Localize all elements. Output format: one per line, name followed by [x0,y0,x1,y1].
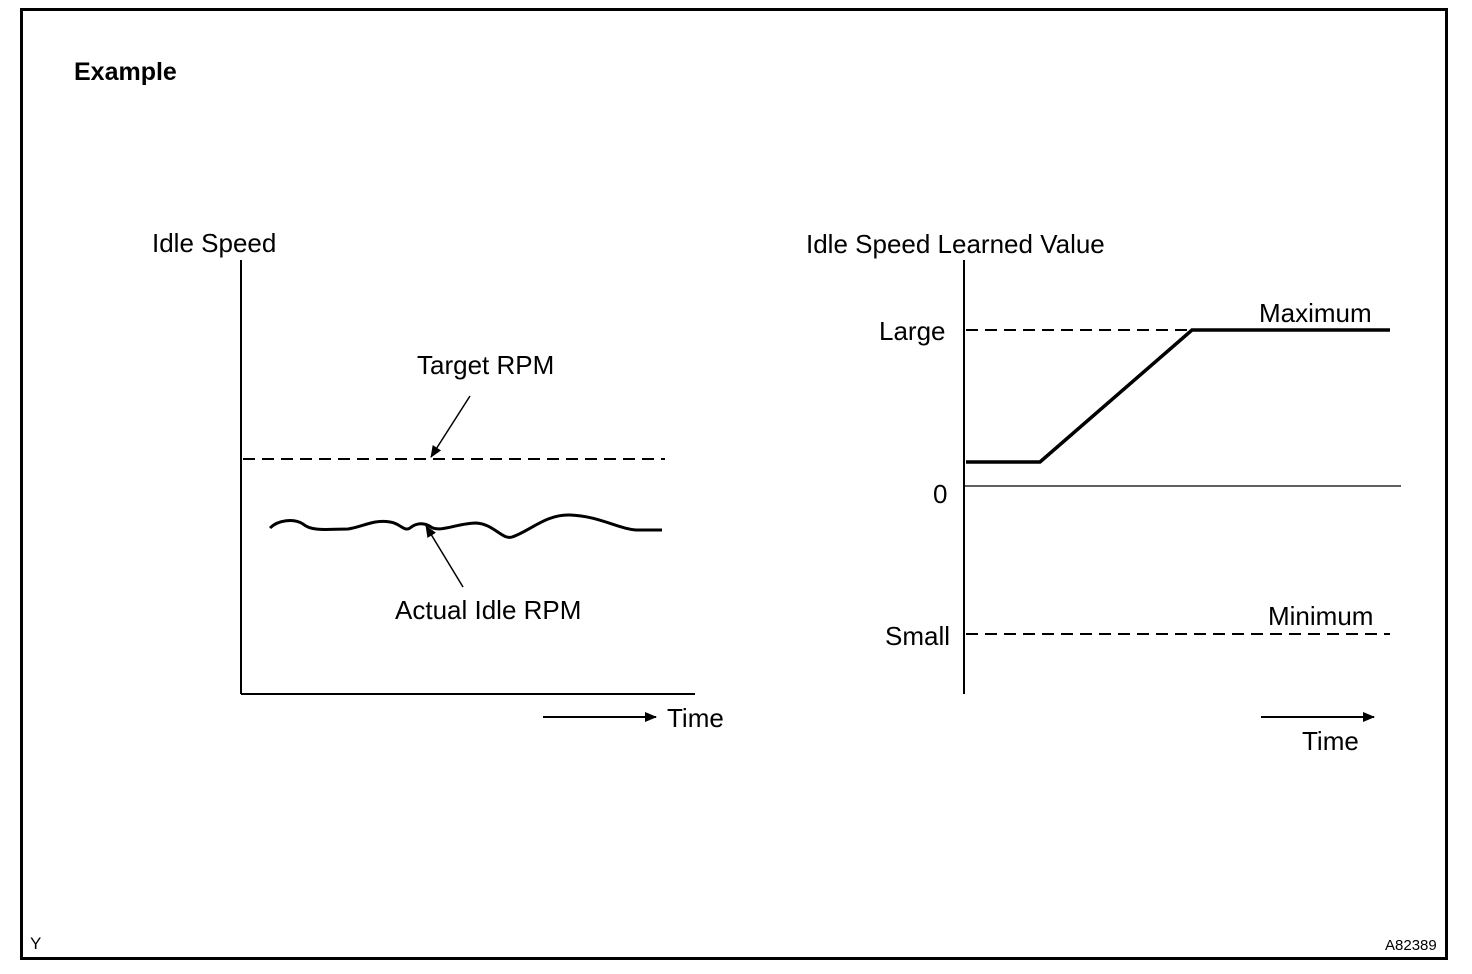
large-label: Large [879,316,946,346]
actual-rpm-pointer [425,525,464,588]
figure-frame [20,8,1448,960]
minimum-label: Minimum [1268,601,1374,631]
actual-idle-rpm-label: Actual Idle RPM [395,595,582,625]
left-y-axis-label: Idle Speed [152,228,277,258]
figure-id: A82389 [1385,937,1437,954]
target-rpm-label: Target RPM [417,350,555,380]
actual-idle-rpm-curve [268,513,662,539]
maximum-label: Maximum [1259,298,1372,328]
footer-code: Y [30,934,42,953]
left-x-axis-label: Time [667,703,724,733]
small-label: Small [885,621,951,651]
right-x-axis-label: Time [1302,726,1359,756]
right-y-axis-label: Idle Speed Learned Value [806,229,1105,259]
heading: Example [74,58,177,86]
target-rpm-pointer [430,395,471,458]
zero-label: 0 [933,479,948,509]
learned-value-curve [966,328,1390,464]
